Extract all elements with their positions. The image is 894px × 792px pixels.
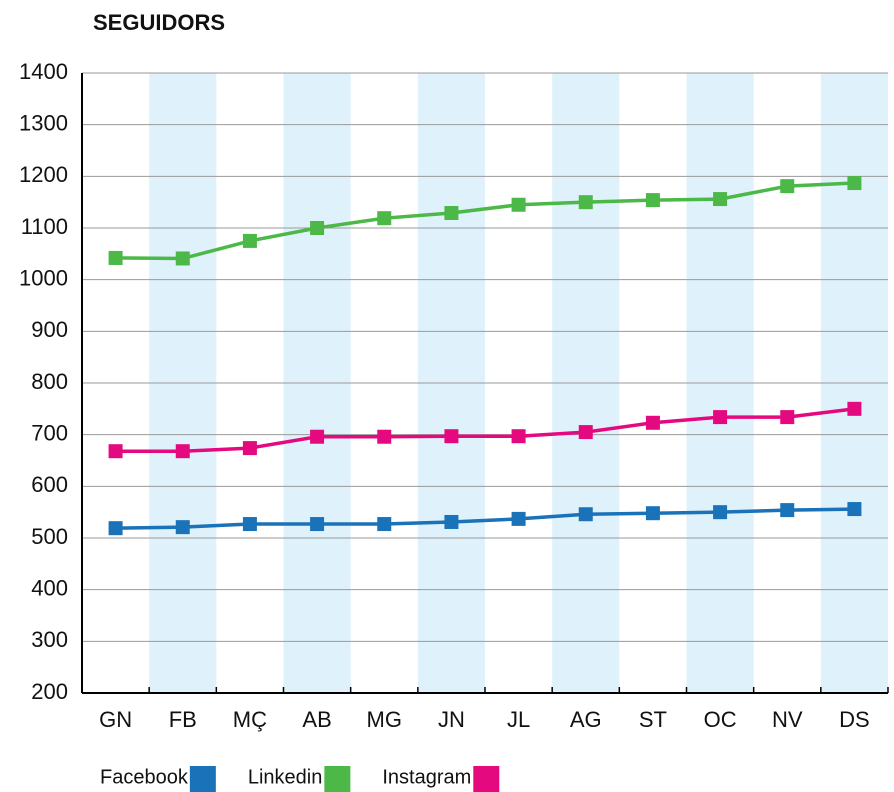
legend-swatch [189, 766, 216, 792]
x-tick-label: MÇ [233, 707, 267, 732]
y-tick-label: 800 [31, 369, 68, 394]
point-marker [175, 251, 190, 266]
point-marker [511, 429, 526, 444]
point-marker [242, 441, 257, 456]
point-marker [847, 401, 862, 416]
y-tick-label: 1200 [19, 162, 68, 187]
point-marker [780, 179, 795, 194]
legend-swatch [324, 766, 351, 792]
point-marker [578, 507, 593, 522]
point-marker [780, 410, 795, 425]
point-marker [511, 511, 526, 526]
point-marker [310, 517, 325, 532]
y-tick-label: 1400 [19, 59, 68, 84]
y-tick-label: 700 [31, 420, 68, 445]
y-tick-label: 300 [31, 627, 68, 652]
x-tick-label: FB [169, 707, 197, 732]
x-tick-label: JL [507, 707, 530, 732]
y-tick-label: 500 [31, 524, 68, 549]
x-tick-label: OC [704, 707, 737, 732]
chart-title: SEGUIDORS [93, 10, 225, 35]
legend-label: Instagram [382, 766, 471, 788]
y-tick-label: 400 [31, 575, 68, 600]
point-marker [713, 410, 728, 425]
point-marker [847, 176, 862, 191]
x-tick-label: NV [772, 707, 803, 732]
point-marker [444, 514, 459, 529]
x-tick-label: JN [438, 707, 465, 732]
series-line [115, 181, 855, 261]
point-marker [645, 506, 660, 521]
point-marker [780, 503, 795, 518]
point-marker [377, 211, 392, 226]
y-tick-label: 200 [31, 679, 68, 704]
x-tick-label: AG [570, 707, 602, 732]
y-tick-label: 1000 [19, 265, 68, 290]
point-marker [175, 444, 190, 459]
x-tick-label: ST [639, 707, 667, 732]
x-tick-label: DS [839, 707, 870, 732]
point-marker [108, 521, 123, 536]
legend-label: Facebook [100, 766, 189, 788]
point-marker [713, 505, 728, 520]
point-marker [847, 502, 862, 517]
point-marker [108, 250, 123, 265]
legend-swatch [473, 766, 500, 792]
point-marker [444, 206, 459, 221]
y-tick-label: 600 [31, 472, 68, 497]
point-marker [310, 429, 325, 444]
x-tick-label: GN [99, 707, 132, 732]
point-marker [175, 520, 190, 535]
point-marker [242, 233, 257, 248]
point-marker [310, 221, 325, 235]
x-tick-label: MG [367, 707, 402, 732]
point-marker [645, 193, 660, 208]
point-marker [242, 517, 257, 532]
point-marker [377, 429, 392, 444]
point-marker [578, 425, 593, 440]
y-tick-label: 1300 [19, 110, 68, 135]
legend-label: Linkedin [248, 766, 323, 788]
series-line [115, 407, 855, 453]
point-marker [578, 195, 593, 210]
series-line [115, 507, 855, 530]
point-marker [444, 429, 459, 444]
y-tick-label: 900 [31, 317, 68, 342]
x-tick-label: AB [302, 707, 331, 732]
y-tick-label: 1100 [21, 214, 68, 239]
point-marker [511, 197, 526, 212]
point-marker [645, 415, 660, 430]
point-marker [377, 517, 392, 532]
point-marker [713, 192, 728, 207]
point-marker [108, 444, 123, 459]
